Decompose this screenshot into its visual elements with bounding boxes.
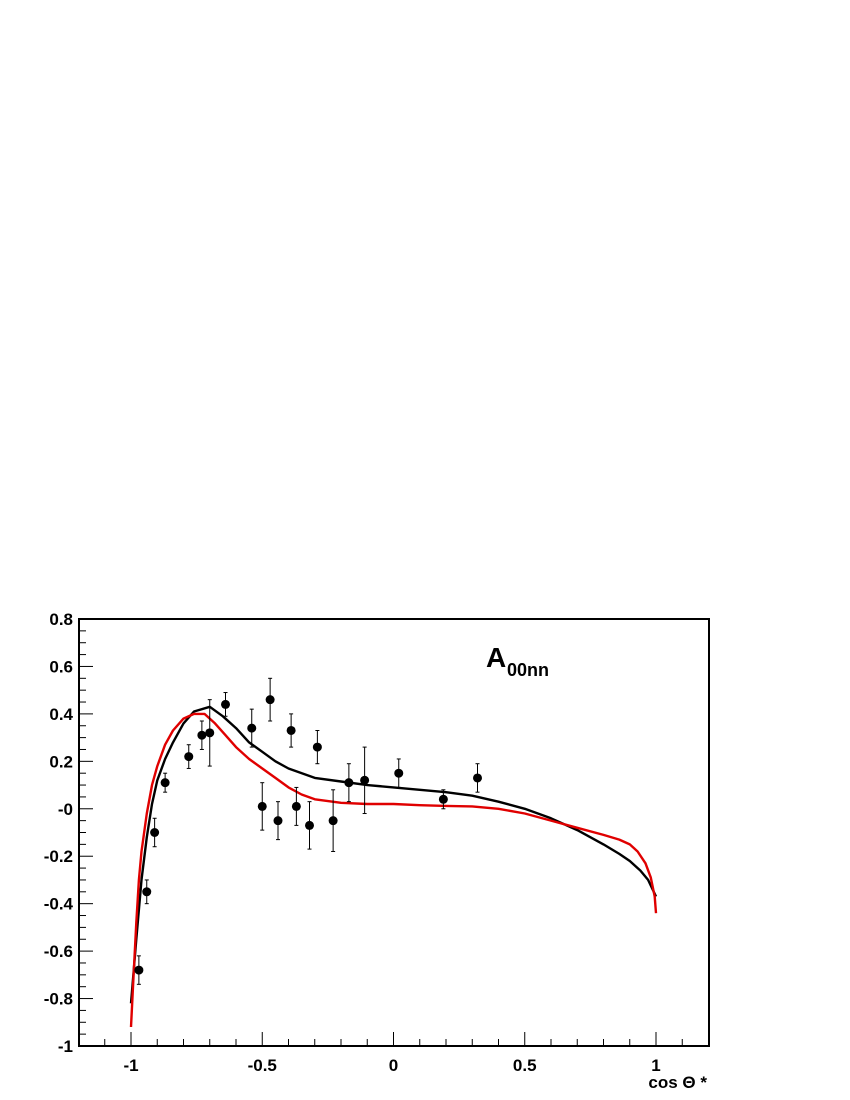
- model-curves: [129, 705, 658, 1028]
- y-tick-label: -0.8: [44, 990, 73, 1009]
- data-marker: [291, 801, 301, 811]
- data-point: [328, 789, 338, 852]
- data-marker: [473, 773, 482, 783]
- data-marker: [273, 816, 283, 826]
- data-point: [394, 758, 404, 788]
- data-marker: [344, 778, 354, 788]
- x-tick-label: 1: [651, 1056, 660, 1075]
- y-tick-label: -0.2: [44, 847, 73, 866]
- data-point: [197, 720, 207, 750]
- plot-area-border: [78, 618, 710, 1047]
- data-marker: [134, 965, 144, 975]
- annotation-main: A: [486, 642, 506, 673]
- y-tick-label: -0.4: [44, 895, 74, 914]
- data-point: [273, 801, 283, 841]
- data-point: [305, 801, 314, 850]
- plot-annotation: A 00nn: [486, 642, 549, 680]
- x-tick-label: 0.5: [513, 1056, 537, 1075]
- annotation-subscript: 00nn: [507, 660, 549, 680]
- data-point: [312, 729, 322, 765]
- y-tick-label: -0.6: [44, 942, 73, 961]
- data-point: [184, 744, 194, 769]
- data-point: [160, 772, 170, 793]
- data-point: [473, 763, 482, 793]
- data-marker: [305, 820, 314, 830]
- x-axis-title: cos Θ *: [648, 1073, 707, 1092]
- data-point: [247, 708, 257, 748]
- y-tick-label: -0: [58, 800, 73, 819]
- data-marker: [205, 728, 215, 738]
- data-marker: [150, 828, 160, 837]
- data-marker: [197, 730, 207, 740]
- data-marker: [184, 752, 194, 762]
- data-point: [438, 789, 448, 810]
- data-points: [134, 677, 482, 985]
- y-tick-label: 0.2: [49, 752, 73, 771]
- data-point: [360, 746, 370, 815]
- data-marker: [312, 742, 322, 752]
- data-marker: [328, 816, 338, 826]
- data-marker: [142, 887, 152, 897]
- axis-ticks: [79, 618, 683, 1047]
- data-point: [257, 782, 267, 831]
- y-tick-label: 0.8: [49, 610, 73, 629]
- model-curve-red: [129, 712, 658, 1028]
- data-point: [286, 713, 296, 748]
- data-marker: [394, 768, 404, 778]
- data-marker: [438, 794, 448, 804]
- x-tick-label: -1: [123, 1056, 138, 1075]
- data-marker: [265, 695, 275, 705]
- data-point: [150, 817, 160, 848]
- data-point: [134, 955, 144, 985]
- data-marker: [257, 801, 267, 811]
- data-point: [221, 692, 230, 717]
- axis-tick-labels: -1-0.8-0.6-0.4-0.2-00.20.40.60.8-1 -0.5 0 0…: [44, 610, 661, 1075]
- x-tick-label: 0: [389, 1056, 398, 1075]
- y-tick-label: 0.6: [49, 657, 73, 676]
- x-tick-label: -0.5: [248, 1056, 277, 1075]
- data-marker: [221, 699, 230, 709]
- data-marker: [247, 723, 257, 733]
- y-tick-label: -1: [58, 1037, 73, 1056]
- model-curve-black: [129, 705, 658, 1004]
- data-point: [142, 879, 152, 905]
- data-marker: [160, 778, 170, 788]
- y-tick-label: 0.4: [49, 705, 73, 724]
- data-point: [291, 786, 301, 826]
- data-point: [205, 699, 215, 767]
- data-point: [344, 763, 354, 803]
- data-marker: [360, 775, 370, 785]
- data-marker: [286, 725, 296, 735]
- data-point: [265, 677, 275, 722]
- plot-frame: [78, 618, 710, 1047]
